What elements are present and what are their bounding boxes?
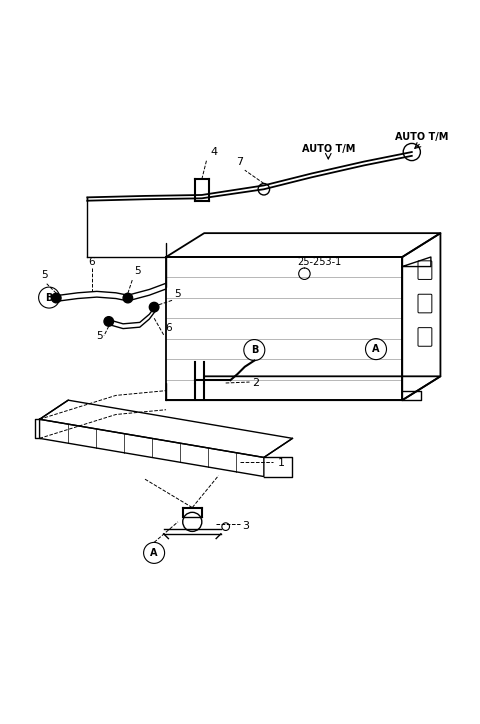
Text: B: B <box>46 292 53 303</box>
FancyBboxPatch shape <box>418 328 432 346</box>
Circle shape <box>51 293 61 303</box>
Text: 5: 5 <box>41 270 48 280</box>
Text: 5: 5 <box>175 289 181 298</box>
Text: AUTO T/M: AUTO T/M <box>395 132 448 143</box>
Text: 3: 3 <box>242 521 250 531</box>
Text: A: A <box>372 344 380 354</box>
Text: 2: 2 <box>252 379 259 389</box>
Text: 7: 7 <box>237 157 243 167</box>
Text: 5: 5 <box>96 332 103 342</box>
Text: 6: 6 <box>89 256 96 266</box>
Text: 1: 1 <box>278 458 285 468</box>
Text: 6: 6 <box>165 324 172 333</box>
FancyBboxPatch shape <box>418 294 432 313</box>
Text: 5: 5 <box>134 266 141 276</box>
Text: A: A <box>150 548 158 558</box>
Text: B: B <box>251 345 258 355</box>
Circle shape <box>123 293 132 303</box>
Text: AUTO T/M: AUTO T/M <box>301 144 355 154</box>
Circle shape <box>104 316 114 327</box>
Text: 25-253-1: 25-253-1 <box>297 256 341 266</box>
FancyBboxPatch shape <box>418 261 432 279</box>
Circle shape <box>149 303 159 312</box>
Text: 4: 4 <box>210 147 217 157</box>
